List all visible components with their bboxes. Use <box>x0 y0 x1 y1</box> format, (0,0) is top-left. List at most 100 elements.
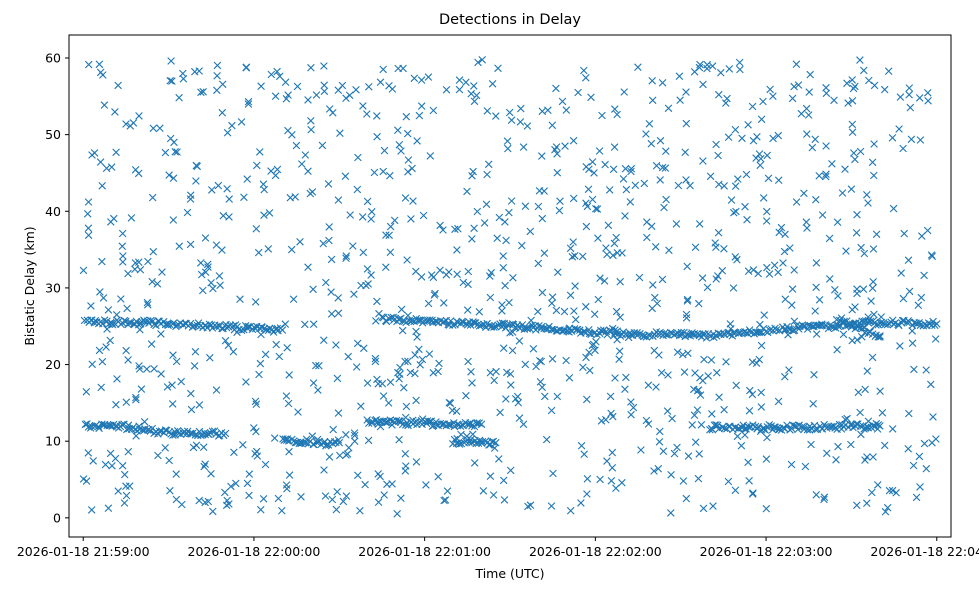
detection-point <box>440 318 448 326</box>
detection-point <box>335 438 344 447</box>
detection-point <box>201 460 209 468</box>
detection-point <box>486 472 495 480</box>
detection-point <box>176 430 185 439</box>
detection-point <box>376 78 385 86</box>
detection-point <box>398 326 407 335</box>
detection-point <box>150 365 158 373</box>
detection-point <box>775 228 783 237</box>
detection-point <box>273 324 282 333</box>
detection-point <box>577 441 586 450</box>
detection-point <box>357 281 365 290</box>
detection-point <box>842 247 850 255</box>
detection-point <box>462 78 470 87</box>
detection-point <box>135 365 144 373</box>
detection-point <box>453 270 461 279</box>
detection-point <box>752 359 761 367</box>
detection-point <box>474 58 482 67</box>
detection-point <box>582 302 590 311</box>
detection-point <box>683 262 691 271</box>
detection-point <box>240 193 248 202</box>
detection-point <box>658 163 667 172</box>
detection-point <box>688 421 696 429</box>
detection-point <box>426 152 435 160</box>
detection-point <box>386 248 395 257</box>
detection-point <box>285 371 293 379</box>
detection-point <box>172 470 180 478</box>
detection-point <box>643 233 651 242</box>
detection-point <box>766 85 774 94</box>
detection-point <box>648 77 656 85</box>
detection-point <box>507 381 515 389</box>
detection-point <box>364 280 372 288</box>
detection-point <box>213 61 222 70</box>
detection-point <box>298 160 306 168</box>
y-tick-label: 60 <box>45 50 61 65</box>
detection-point <box>748 490 757 498</box>
detection-point <box>915 94 924 102</box>
detection-point <box>788 301 796 309</box>
detection-point <box>320 336 328 344</box>
detection-point <box>594 234 602 242</box>
detection-point <box>315 361 323 370</box>
detection-point <box>615 347 624 355</box>
detection-point <box>413 316 422 325</box>
detection-point <box>753 133 761 141</box>
detection-point <box>660 203 668 212</box>
detection-point <box>822 142 830 150</box>
detection-point <box>811 425 820 434</box>
detection-point <box>588 341 597 350</box>
detection-point <box>384 399 393 407</box>
detection-point <box>320 87 329 96</box>
detection-point <box>395 374 403 383</box>
detection-point <box>744 458 752 467</box>
detection-point <box>506 320 514 329</box>
detection-point <box>357 402 365 410</box>
detection-point <box>346 211 354 219</box>
detection-point <box>591 346 599 355</box>
detection-point <box>700 355 708 364</box>
detection-point <box>664 371 672 379</box>
detection-point <box>850 149 858 157</box>
detection-point <box>674 181 683 190</box>
detection-point <box>803 130 811 138</box>
detection-point <box>579 363 587 372</box>
detection-point <box>777 223 786 232</box>
detection-point <box>475 322 484 330</box>
detection-point <box>736 65 744 74</box>
detection-point <box>605 186 614 194</box>
detection-point <box>725 422 733 431</box>
detection-point <box>307 117 315 125</box>
detection-point <box>419 211 428 220</box>
detection-point <box>258 323 266 332</box>
detection-point <box>502 395 510 403</box>
detection-point <box>619 175 628 183</box>
detection-point <box>694 386 703 394</box>
detection-point <box>282 392 291 400</box>
detection-point <box>96 158 105 166</box>
detection-point <box>274 494 283 503</box>
detection-point <box>212 386 221 394</box>
detection-point <box>834 292 842 300</box>
detection-point <box>314 386 322 394</box>
detection-point <box>187 405 196 414</box>
detection-point <box>119 252 127 260</box>
detection-point <box>201 234 210 242</box>
detection-point <box>854 323 862 331</box>
detection-point <box>152 321 160 330</box>
detection-point <box>864 423 873 432</box>
detection-point <box>505 298 513 307</box>
detection-point <box>912 493 921 502</box>
detection-point <box>852 229 861 237</box>
detection-point <box>585 348 593 357</box>
detection-point <box>264 245 273 253</box>
detection-point <box>859 285 868 293</box>
detection-point <box>717 68 725 77</box>
detection-point <box>659 447 668 455</box>
detection-point <box>657 368 666 377</box>
detection-point <box>380 146 389 155</box>
detection-point <box>378 379 387 388</box>
detection-point <box>861 456 869 464</box>
detection-point <box>157 330 165 338</box>
detection-point <box>333 488 341 496</box>
